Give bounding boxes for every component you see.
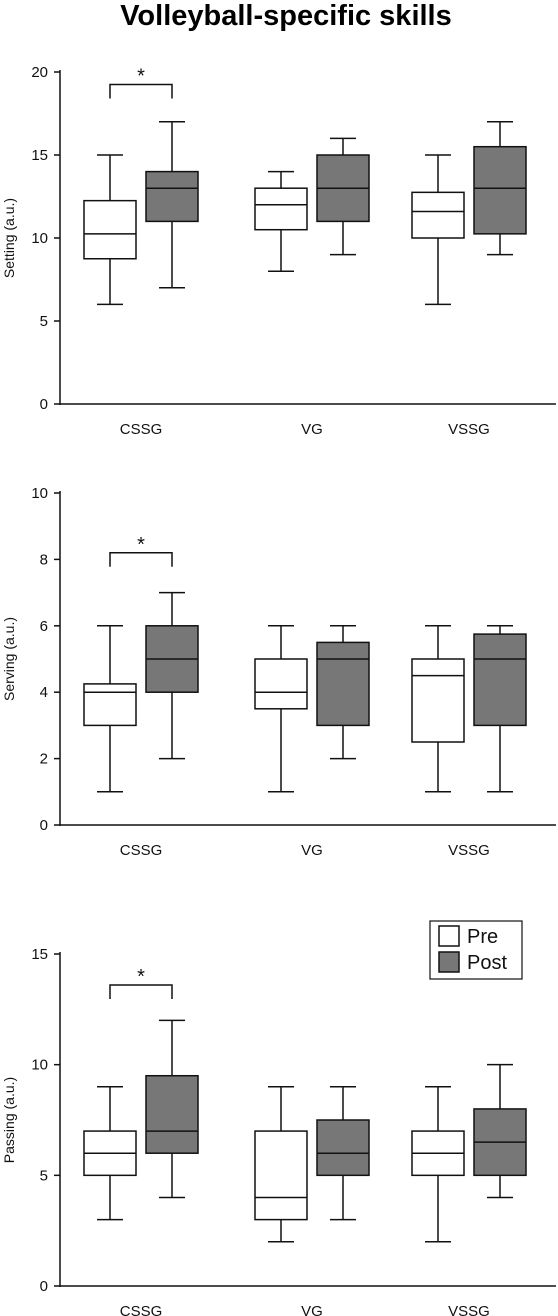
legend-swatch-pre [438, 925, 460, 947]
panel-3: 0 5 10 15 Passing (a.u.) CSSG VG VSSG * Pre Post [1, 920, 556, 1316]
box-pre-cssg [83, 1086, 137, 1221]
box-post-vg [316, 1086, 370, 1221]
y-tick-label: 8 [40, 551, 48, 568]
box-pre-cssg [83, 154, 137, 306]
legend-label: Post [467, 952, 507, 974]
box-post-cssg [145, 591, 199, 760]
box-iqr [145, 1074, 199, 1154]
box-pre-vg [254, 170, 308, 272]
legend-label: Pre [467, 926, 498, 948]
box-iqr [411, 191, 465, 239]
box-iqr [473, 145, 527, 235]
box-pre-vssg [411, 625, 465, 793]
box-iqr [254, 187, 308, 231]
box-iqr [83, 199, 137, 260]
chart-title: Volleyball-specific skills [120, 0, 452, 32]
category-label: CSSG [120, 1303, 163, 1316]
box-post-vssg [473, 121, 527, 256]
panel-2: 0 2 4 6 8 10 Serving (a.u.) CSSG VG VSSG * [1, 485, 556, 859]
significance-star: * [137, 65, 145, 87]
y-tick-label: 10 [31, 485, 48, 502]
y-axis-title: Setting (a.u.) [1, 198, 17, 278]
box-pre-cssg [83, 625, 137, 793]
y-tick-label: 0 [40, 1278, 48, 1295]
box-iqr [473, 633, 527, 727]
box-post-vssg [473, 1063, 527, 1199]
category-label: VG [301, 842, 323, 859]
y-tick-label: 0 [40, 817, 48, 834]
category-label: VSSG [448, 1303, 490, 1316]
y-axis-title: Passing (a.u.) [1, 1077, 17, 1163]
box-iqr [316, 641, 370, 727]
box-iqr [254, 658, 308, 710]
category-label: VSSG [448, 842, 490, 859]
y-tick-label: 15 [31, 946, 48, 963]
significance-star: * [137, 966, 145, 988]
y-tick-label: 6 [40, 618, 48, 635]
y-tick-label: 15 [31, 147, 48, 164]
y-axis-title: Serving (a.u.) [1, 617, 17, 701]
y-tick-label: 10 [31, 230, 48, 247]
y-tick-label: 5 [40, 313, 48, 330]
box-post-vssg [473, 625, 527, 793]
box-iqr [316, 1119, 370, 1177]
y-tick-label: 2 [40, 751, 48, 768]
y-tick-label: 10 [31, 1057, 48, 1074]
y-tick-label: 20 [31, 64, 48, 81]
category-label: VG [301, 1303, 323, 1316]
box-pre-vg [254, 1086, 308, 1243]
y-tick-label: 0 [40, 396, 48, 413]
box-pre-vg [254, 625, 308, 793]
box-pre-vssg [411, 154, 465, 306]
box-post-cssg [145, 1019, 199, 1199]
panel-1: 0 5 10 15 20 Setting (a.u.) CSSG VG VSSG * [1, 64, 556, 438]
significance-star: * [137, 534, 145, 556]
box-iqr [411, 658, 465, 743]
significance-bracket [109, 552, 173, 567]
y-tick-label: 4 [40, 684, 48, 701]
box-iqr [145, 170, 199, 223]
category-label: CSSG [120, 842, 163, 859]
category-label: VG [301, 421, 323, 438]
box-pre-vssg [411, 1086, 465, 1243]
significance-bracket [109, 83, 173, 99]
box-post-cssg [145, 121, 199, 289]
significance-bracket [109, 984, 173, 999]
box-iqr [254, 1130, 308, 1221]
box-post-vg [316, 137, 370, 256]
legend-swatch-post [438, 951, 460, 973]
category-label: CSSG [120, 421, 163, 438]
box-iqr [83, 683, 137, 727]
legend: Pre Post [429, 920, 523, 980]
box-post-vg [316, 625, 370, 760]
y-tick-label: 5 [40, 1167, 48, 1184]
category-label: VSSG [448, 421, 490, 438]
